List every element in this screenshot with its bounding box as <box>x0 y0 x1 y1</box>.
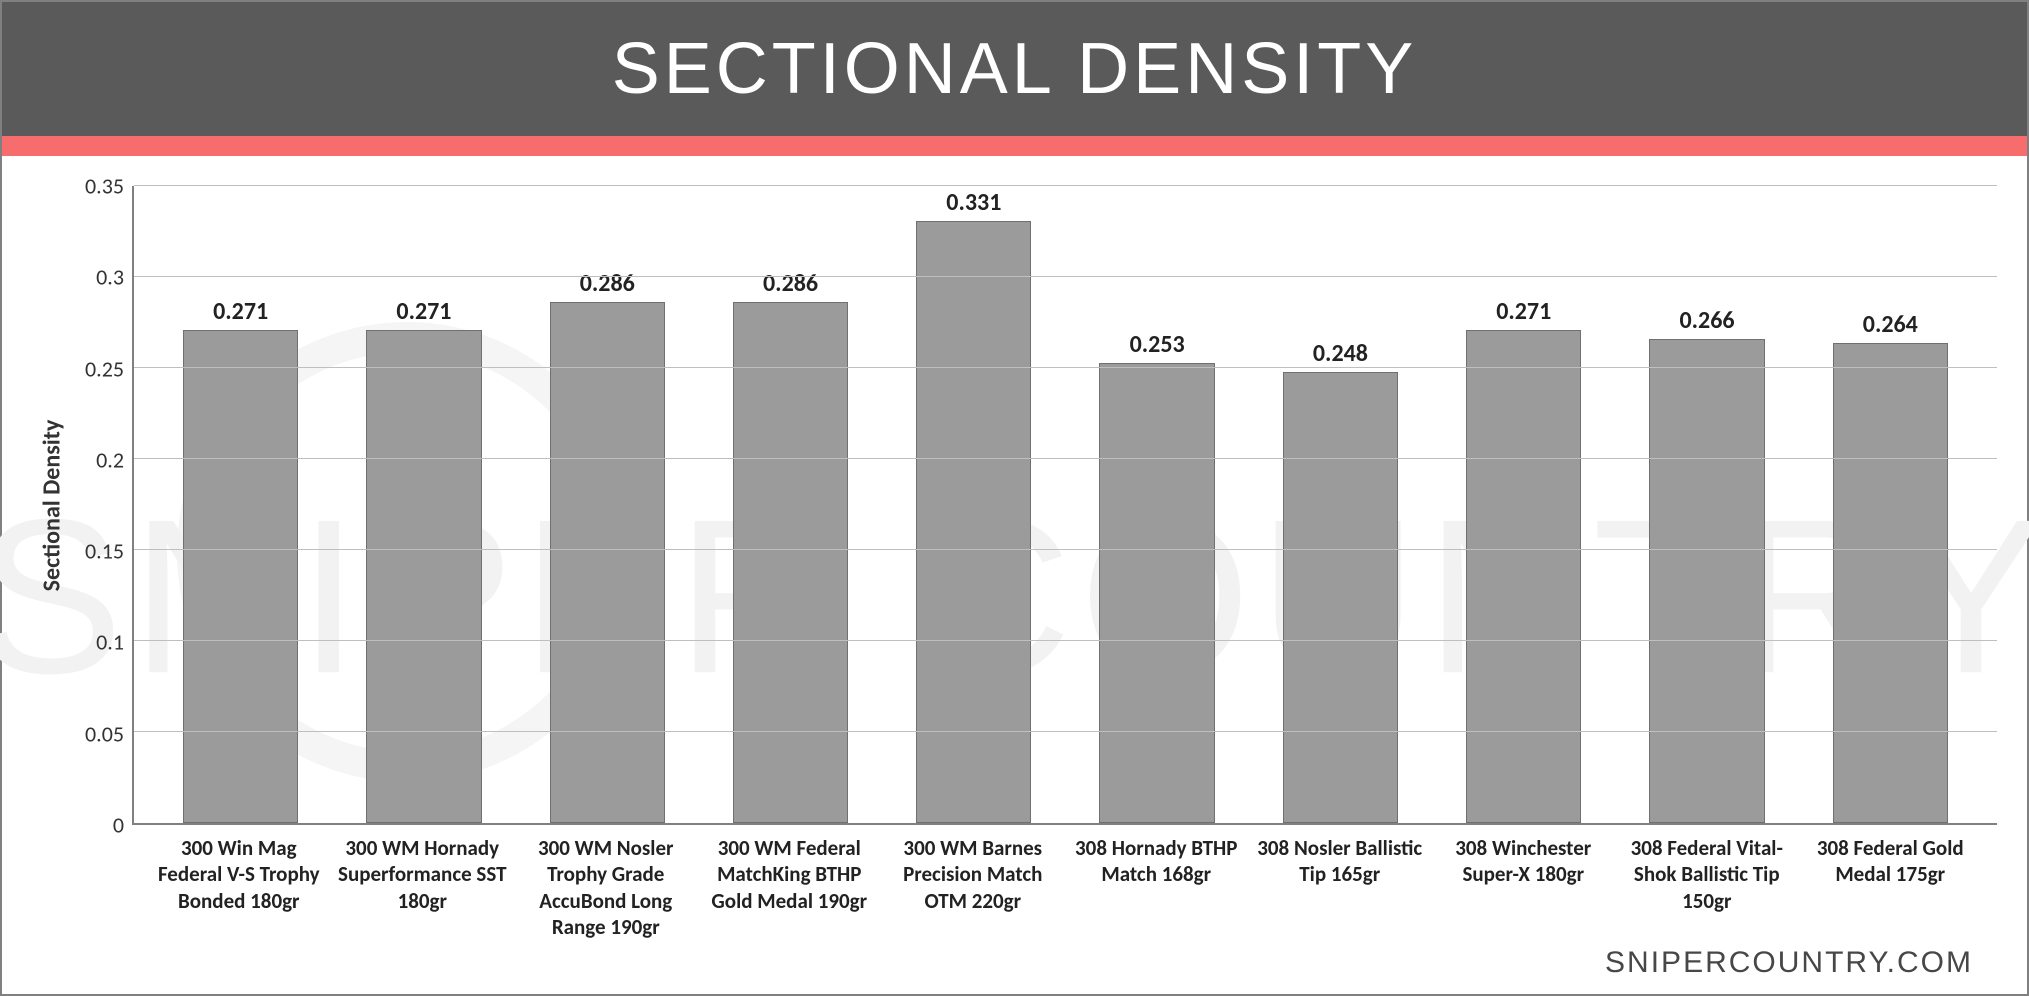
plot-area: 0.271 0.271 0.286 0.286 0.331 0.253 0.248 0.271… <box>132 186 1997 825</box>
bar <box>1283 372 1398 823</box>
accent-stripe <box>2 136 2027 156</box>
chart-area: SNIPER COUNTRY Sectional Density 00.050.… <box>2 156 2027 994</box>
bar-slot: 0.286 <box>516 186 699 823</box>
title-band: SECTIONAL DENSITY <box>2 2 2027 136</box>
y-tick-label: 0.1 <box>96 629 124 656</box>
y-tick-labels: 00.050.10.150.20.250.30.35 <box>72 186 132 825</box>
bar-value-label: 0.264 <box>1863 310 1918 339</box>
bars-container: 0.271 0.271 0.286 0.286 0.331 0.253 0.248 0.271… <box>134 186 1997 823</box>
gridline <box>134 640 1997 641</box>
x-category-label: 308 Federal Vital-Shok Ballistic Tip 150… <box>1615 835 1799 940</box>
bar <box>916 221 1031 823</box>
bar <box>366 330 481 823</box>
bar-value-label: 0.253 <box>1130 330 1185 359</box>
x-category-label: 308 Federal Gold Medal 175gr <box>1799 835 1983 940</box>
x-category-label: 300 WM Hornady Superformance SST 180gr <box>331 835 515 940</box>
gridline <box>134 276 1997 277</box>
bar-slot: 0.266 <box>1615 186 1798 823</box>
x-category-label: 300 WM Barnes Precision Match OTM 220gr <box>881 835 1065 940</box>
x-category-label: 308 Winchester Super-X 180gr <box>1432 835 1616 940</box>
chart-title: SECTIONAL DENSITY <box>612 29 1417 109</box>
bar-value-label: 0.331 <box>946 188 1001 217</box>
gridline <box>134 458 1997 459</box>
x-category-label: 308 Nosler Ballistic Tip 165gr <box>1248 835 1432 940</box>
bar <box>733 302 848 823</box>
x-labels-row: 300 Win Mag Federal V-S Trophy Bonded 18… <box>32 835 1997 940</box>
chart-container: SECTIONAL DENSITY SNIPER COUNTRY Section… <box>0 0 2029 996</box>
bar-value-label: 0.266 <box>1679 306 1734 335</box>
gridline <box>134 549 1997 550</box>
bar-slot: 0.271 <box>1432 186 1615 823</box>
bar-slot: 0.271 <box>149 186 332 823</box>
y-tick-label: 0.35 <box>85 173 124 200</box>
bar <box>1466 330 1581 823</box>
gridline <box>134 367 1997 368</box>
bar-slot: 0.331 <box>882 186 1065 823</box>
plot-row: Sectional Density 00.050.10.150.20.250.3… <box>32 186 1997 825</box>
bar <box>1833 343 1948 823</box>
y-axis-label-wrap: Sectional Density <box>32 186 72 825</box>
y-axis-label: Sectional Density <box>38 420 67 592</box>
x-labels: 300 Win Mag Federal V-S Trophy Bonded 18… <box>132 835 1997 940</box>
gridline <box>134 185 1997 186</box>
bar <box>1099 363 1214 823</box>
bar-value-label: 0.271 <box>1496 297 1551 326</box>
bar-slot: 0.271 <box>332 186 515 823</box>
bar-value-label: 0.271 <box>396 297 451 326</box>
y-tick-label: 0 <box>113 812 124 839</box>
bar-value-label: 0.271 <box>213 297 268 326</box>
gridline <box>134 731 1997 732</box>
bar <box>1649 339 1764 823</box>
x-category-label: 308 Hornady BTHP Match 168gr <box>1065 835 1249 940</box>
y-tick-label: 0.3 <box>96 264 124 291</box>
x-category-label: 300 Win Mag Federal V-S Trophy Bonded 18… <box>147 835 331 940</box>
footer-attribution: SNIPERCOUNTRY.COM <box>32 940 1997 984</box>
bar <box>550 302 665 823</box>
bar-slot: 0.253 <box>1065 186 1248 823</box>
bar-slot: 0.264 <box>1799 186 1982 823</box>
bar-value-label: 0.248 <box>1313 339 1368 368</box>
bar-slot: 0.248 <box>1249 186 1432 823</box>
bar-slot: 0.286 <box>699 186 882 823</box>
y-tick-label: 0.15 <box>85 538 124 565</box>
y-tick-label: 0.25 <box>85 355 124 382</box>
bar-value-label: 0.286 <box>580 269 635 298</box>
y-tick-label: 0.2 <box>96 446 124 473</box>
x-category-label: 300 WM Federal MatchKing BTHP Gold Medal… <box>698 835 882 940</box>
y-tick-label: 0.05 <box>85 720 124 747</box>
bar-value-label: 0.286 <box>763 269 818 298</box>
bar <box>183 330 298 823</box>
x-category-label: 300 WM Nosler Trophy Grade AccuBond Long… <box>514 835 698 940</box>
